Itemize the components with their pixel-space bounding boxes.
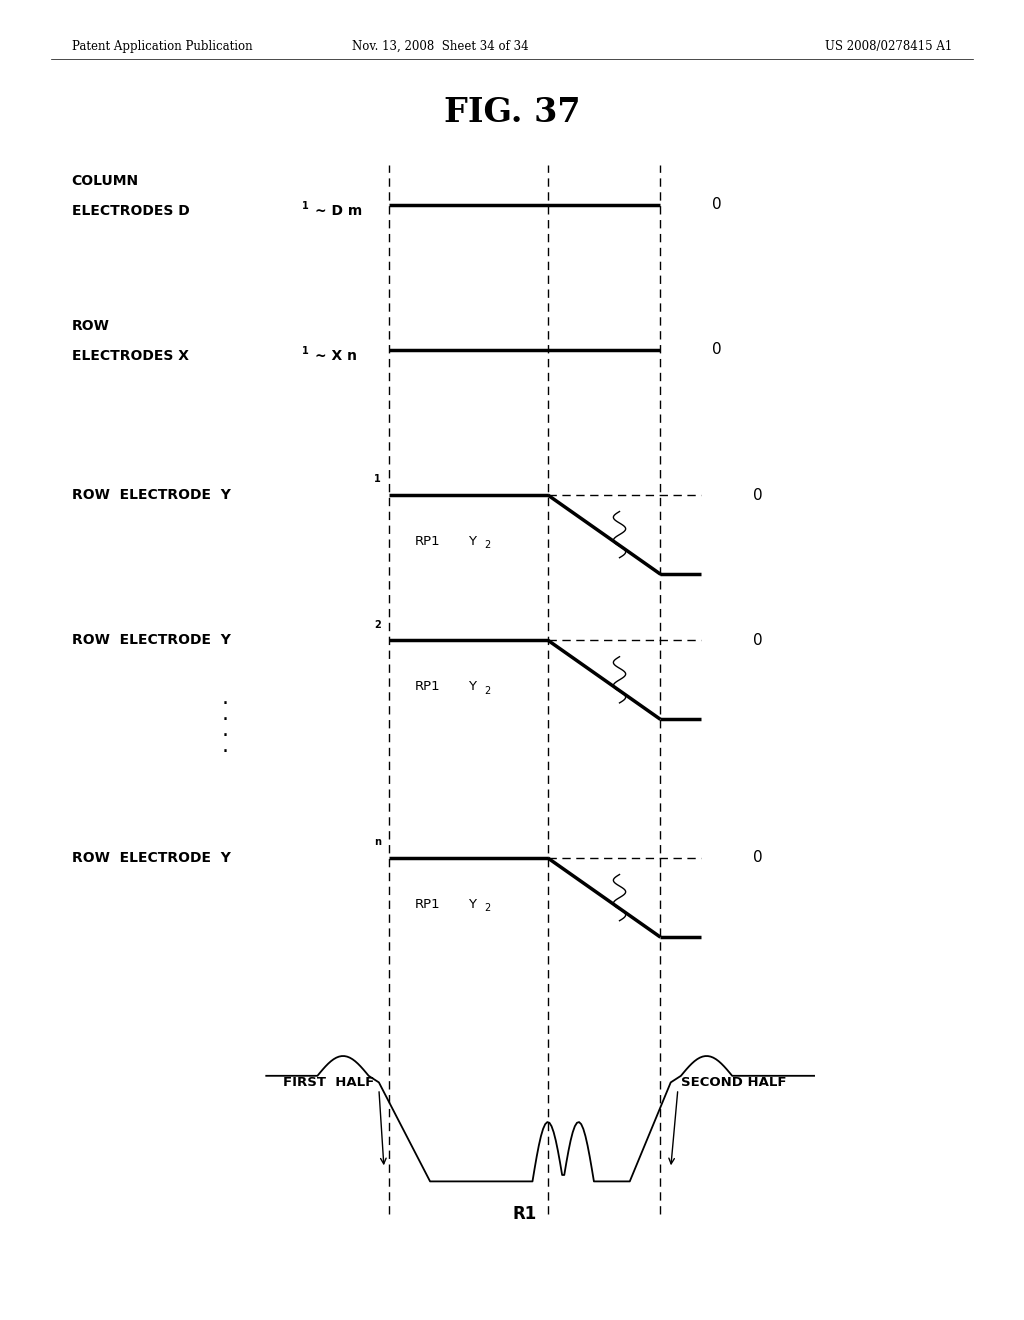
Text: FIG. 37: FIG. 37 xyxy=(443,96,581,129)
Text: Y: Y xyxy=(468,680,476,693)
Text: 1: 1 xyxy=(302,201,309,211)
Text: 2: 2 xyxy=(484,540,490,550)
Text: RP1: RP1 xyxy=(415,898,440,911)
Text: n: n xyxy=(374,837,381,847)
Text: 0: 0 xyxy=(753,487,762,503)
Text: ~ X n: ~ X n xyxy=(315,350,357,363)
Text: 0: 0 xyxy=(753,850,762,866)
Text: 2: 2 xyxy=(374,619,381,630)
Text: R1: R1 xyxy=(513,1205,537,1224)
Text: .: . xyxy=(222,704,228,725)
Text: RP1: RP1 xyxy=(415,680,440,693)
Text: Nov. 13, 2008  Sheet 34 of 34: Nov. 13, 2008 Sheet 34 of 34 xyxy=(352,40,528,53)
Text: 2: 2 xyxy=(484,903,490,913)
Text: ROW  ELECTRODE  Y: ROW ELECTRODE Y xyxy=(72,488,230,502)
Text: RP1: RP1 xyxy=(415,535,440,548)
Text: 0: 0 xyxy=(753,632,762,648)
Text: COLUMN: COLUMN xyxy=(72,174,139,187)
Text: 0: 0 xyxy=(712,342,721,358)
Text: .: . xyxy=(222,735,228,756)
Text: ELECTRODES D: ELECTRODES D xyxy=(72,205,189,218)
Text: Y: Y xyxy=(468,535,476,548)
Text: .: . xyxy=(222,688,228,709)
Text: US 2008/0278415 A1: US 2008/0278415 A1 xyxy=(825,40,952,53)
Text: FIRST  HALF: FIRST HALF xyxy=(283,1076,374,1089)
Text: Y: Y xyxy=(468,898,476,911)
Text: ELECTRODES X: ELECTRODES X xyxy=(72,350,188,363)
Text: 2: 2 xyxy=(484,685,490,696)
Text: .: . xyxy=(222,719,228,741)
Text: SECOND HALF: SECOND HALF xyxy=(681,1076,786,1089)
Text: ROW  ELECTRODE  Y: ROW ELECTRODE Y xyxy=(72,634,230,647)
Text: 0: 0 xyxy=(712,197,721,213)
Text: Patent Application Publication: Patent Application Publication xyxy=(72,40,252,53)
Text: ~ D m: ~ D m xyxy=(315,205,362,218)
Text: ROW: ROW xyxy=(72,319,110,333)
Text: ROW  ELECTRODE  Y: ROW ELECTRODE Y xyxy=(72,851,230,865)
Text: 1: 1 xyxy=(374,474,381,484)
Text: 1: 1 xyxy=(302,346,309,356)
